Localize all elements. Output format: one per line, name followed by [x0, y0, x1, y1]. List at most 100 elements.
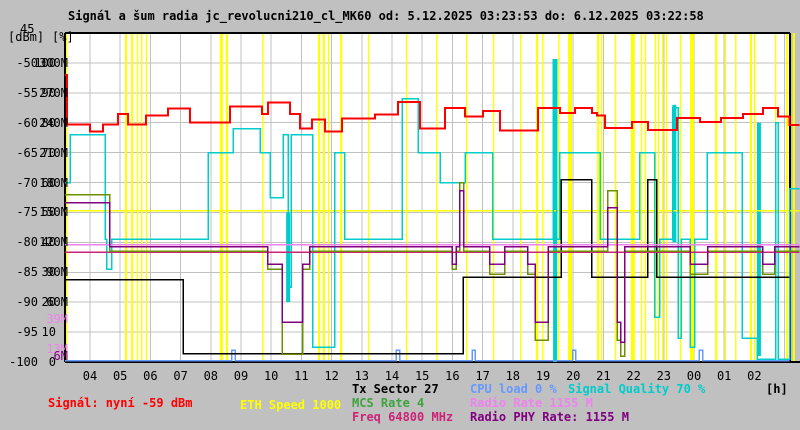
eth-event-bar: [558, 33, 560, 362]
eth-event-bar: [792, 33, 795, 362]
eth-event-bar: [225, 33, 229, 362]
legend-radio-rate: Radio Rate 1155 M: [470, 396, 593, 410]
y-tick-m: 300M: [39, 55, 68, 70]
y-tick-pct: 100: [34, 55, 56, 70]
y-axis-unit-pct: [%]: [52, 30, 74, 44]
eth-event-bar: [786, 33, 789, 362]
legend-cpu-load: CPU load 0 %: [470, 382, 557, 396]
eth-event-bar: [542, 33, 544, 362]
eth-event-bar: [465, 33, 468, 362]
eth-event-bar: [597, 33, 600, 362]
quality-drop-bar: [756, 122, 761, 357]
x-tick-11: 11: [294, 369, 309, 383]
eth-event-bar: [318, 33, 321, 362]
eth-event-bar: [65, 33, 68, 362]
x-tick-01: 01: [716, 369, 732, 383]
eth-event-bar: [657, 33, 660, 362]
x-tick-07: 07: [173, 369, 188, 383]
x-tick-22: 22: [626, 369, 641, 383]
y-tick-dbm: -100: [9, 355, 38, 369]
y-tick-m: 60M: [46, 295, 68, 310]
eth-event-bar: [724, 33, 727, 362]
y-tick-pct: 80: [41, 115, 56, 130]
eth-event-bar: [679, 33, 682, 362]
eth-event-bar: [262, 33, 264, 362]
eth-event-bar: [141, 33, 143, 362]
x-tick-23: 23: [656, 369, 672, 383]
eth-event-bar: [536, 33, 539, 362]
eth-event-bar: [405, 33, 408, 362]
eth-event-bar: [131, 33, 134, 362]
y-tick-pct: 90: [41, 85, 56, 100]
y-special-6M: 6M: [53, 349, 68, 363]
legend-mcs-rate: MCS Rate 4: [352, 396, 425, 410]
y-tick-pct: 30: [41, 265, 56, 280]
y-tick-m: 120M: [39, 235, 68, 250]
x-axis-unit: [h]: [766, 382, 788, 396]
series-signal-quality: [64, 59, 800, 360]
x-tick-09: 09: [233, 369, 249, 383]
eth-event-bar: [665, 33, 668, 362]
series-signal-dbm: [64, 73, 800, 133]
series-cpu-load: [64, 349, 790, 362]
y-tick-dbm: -80: [16, 235, 38, 250]
legend-tx-sector: Tx Sector 27: [352, 382, 439, 396]
y-tick-pct: 10: [41, 325, 56, 340]
x-tick-18: 18: [505, 369, 521, 383]
x-tick-10: 10: [263, 369, 279, 383]
y-tick-m: 150M: [39, 205, 68, 220]
x-tick-06: 06: [143, 369, 158, 383]
eth-event-bar: [436, 33, 438, 362]
x-tick-20: 20: [565, 369, 581, 383]
y-axis-top-label: 45: [20, 22, 35, 36]
eth-event-bar: [322, 33, 325, 362]
y-special-13M: 13M: [46, 342, 68, 356]
eth-event-bar: [735, 33, 737, 362]
y-tick-m: 180M: [39, 175, 68, 190]
y-tick-dbm: -90: [16, 295, 38, 310]
eth-event-bar: [145, 33, 148, 362]
eth-event-bar: [661, 33, 664, 362]
y-tick-dbm: -65: [16, 145, 38, 160]
chart-title: Signál a šum radia jc_revolucni210_cl_MK…: [68, 9, 704, 23]
x-tick-21: 21: [596, 369, 611, 383]
eth-event-bar: [644, 33, 647, 362]
y-tick-pct: 0: [48, 355, 56, 369]
eth-event-bar: [754, 33, 756, 362]
x-tick-13: 13: [354, 369, 370, 383]
x-tick-02: 02: [747, 369, 762, 383]
y-tick-pct: 70: [41, 145, 56, 160]
legend-freq: Freq 64800 MHz: [352, 410, 454, 424]
eth-event-bar: [367, 33, 370, 362]
eth-event-bar: [136, 33, 139, 362]
y-tick-m: 90M: [46, 265, 68, 280]
x-tick-16: 16: [445, 369, 460, 383]
y-tick-dbm: -60: [16, 115, 38, 130]
eth-event-bar: [219, 33, 223, 362]
eth-event-bar: [690, 33, 694, 362]
eth-event-bar: [600, 33, 603, 362]
series-radio-phy-rate: [64, 189, 800, 343]
x-tick-17: 17: [475, 369, 490, 383]
series-tx-sector: [64, 178, 790, 355]
y-tick-pct: 20: [41, 295, 56, 310]
y-tick-pct: 50: [41, 205, 56, 220]
legend-signal-quality: Signal Quality 70 %: [568, 382, 706, 396]
plot-area: [65, 33, 790, 362]
eth-event-bar: [630, 33, 635, 362]
x-tick-14: 14: [384, 369, 400, 383]
eth-event-bar: [327, 33, 330, 362]
y-special-39M: 39M: [46, 312, 68, 326]
eth-event-bar: [640, 33, 643, 362]
eth-event-bar: [520, 33, 522, 362]
x-tick-08: 08: [203, 369, 219, 383]
x-tick-05: 05: [112, 369, 128, 383]
eth-event-bar: [340, 33, 343, 362]
eth-event-bar: [614, 33, 617, 362]
x-tick-15: 15: [414, 369, 430, 383]
y-tick-dbm: -50: [16, 55, 38, 70]
legend-radio-phy-rate: Radio PHY Rate: 1155 M: [470, 410, 629, 424]
eth-event-bar: [749, 33, 752, 362]
